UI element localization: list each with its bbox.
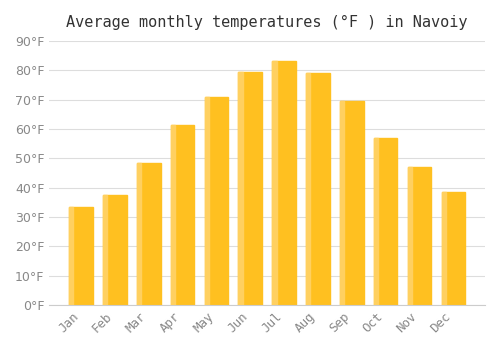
Bar bbox=[272, 62, 296, 305]
Bar bbox=[170, 125, 194, 305]
Bar bbox=[238, 72, 262, 305]
Bar bbox=[204, 97, 229, 305]
Bar bbox=[374, 138, 378, 305]
Bar bbox=[69, 207, 93, 305]
Bar bbox=[408, 167, 432, 305]
Bar bbox=[103, 195, 108, 305]
Bar bbox=[306, 73, 330, 305]
Title: Average monthly temperatures (°F ) in Navoiy: Average monthly temperatures (°F ) in Na… bbox=[66, 15, 468, 30]
Bar bbox=[204, 97, 209, 305]
Bar bbox=[442, 192, 446, 305]
Bar bbox=[238, 72, 242, 305]
Bar bbox=[340, 101, 363, 305]
Bar bbox=[340, 101, 344, 305]
Bar bbox=[69, 207, 73, 305]
Bar bbox=[306, 73, 310, 305]
Bar bbox=[374, 138, 398, 305]
Bar bbox=[408, 167, 412, 305]
Bar bbox=[272, 62, 276, 305]
Bar bbox=[103, 195, 126, 305]
Bar bbox=[442, 192, 465, 305]
Bar bbox=[137, 163, 141, 305]
Bar bbox=[170, 125, 175, 305]
Bar bbox=[137, 163, 160, 305]
